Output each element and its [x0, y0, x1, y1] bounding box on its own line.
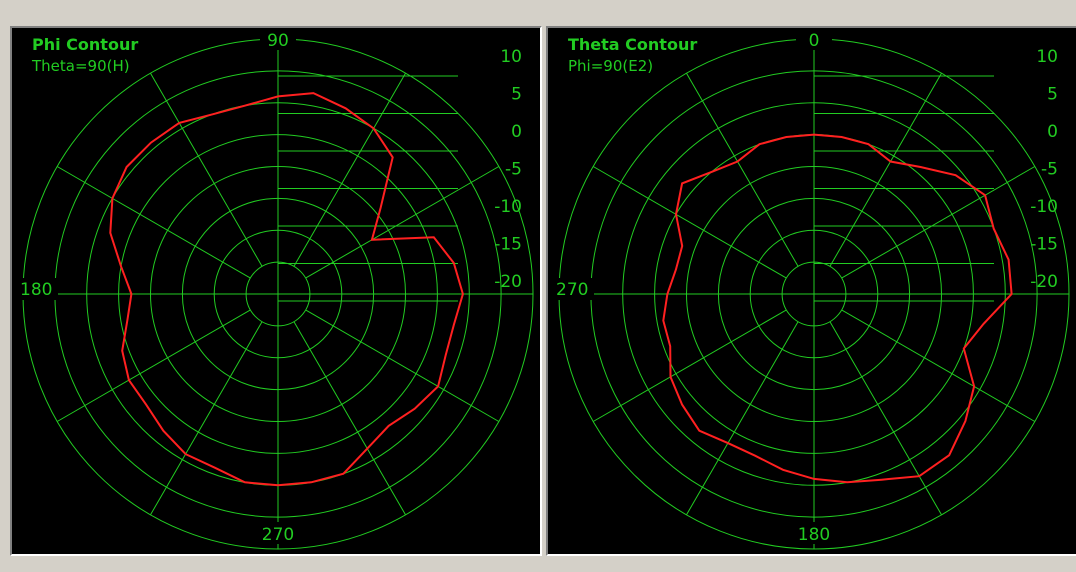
label-bg: [260, 28, 296, 50]
grid-spoke: [56, 166, 251, 279]
grid-spoke: [150, 72, 263, 267]
pattern-line: [109, 92, 464, 487]
grid-spoke: [305, 166, 500, 279]
chart-title: Phi Contour: [32, 35, 138, 54]
scale-tick-label: -5: [1041, 160, 1058, 180]
angle-label-bottom: 270: [262, 525, 294, 545]
grid-spoke: [150, 321, 263, 516]
label-bg: [258, 522, 298, 544]
scale-tick-label: -10: [1030, 197, 1058, 217]
grid-spoke: [592, 166, 787, 279]
label-bg: [796, 28, 832, 50]
scale-tick-label: -15: [1030, 235, 1058, 255]
angle-label-bottom: 180: [798, 525, 830, 545]
grid-spoke: [829, 321, 942, 516]
label-bg: [554, 278, 594, 300]
grid-spoke: [56, 309, 251, 422]
scale-tick-label: 10: [1036, 47, 1058, 67]
scale-tick-label: 5: [511, 85, 522, 105]
scale-tick-label: -5: [505, 160, 522, 180]
scale-tick-label: -15: [494, 235, 522, 255]
grid-spoke: [841, 309, 1036, 422]
angle-label-top: 0: [809, 31, 820, 51]
grid-spoke: [293, 72, 406, 267]
label-bg: [794, 522, 834, 544]
theta-contour-chart: 10 5 0 -5 -10 -15 -20 0 270 180 Theta Contour Phi=9…: [554, 28, 1070, 550]
chart-title: Theta Contour: [568, 35, 697, 54]
pattern-line: [662, 133, 1013, 484]
scale-tick-label: -20: [494, 272, 522, 292]
grid-spoke: [686, 321, 799, 516]
scale-tick-label: 0: [511, 122, 522, 142]
scale-tick-label: -10: [494, 197, 522, 217]
phi-contour-panel: 10 5 0 -5 -10 -15 -20 90 180 270 Phi Contour Theta=…: [10, 26, 542, 556]
angle-label-left: 270: [556, 280, 588, 300]
chart-subtitle: Theta=90(H): [31, 57, 130, 75]
chart-subtitle: Phi=90(E2): [568, 57, 653, 75]
angle-label-top: 90: [267, 31, 289, 51]
grid-spoke: [841, 166, 1036, 279]
scale-tick-label: -20: [1030, 272, 1058, 292]
grid-spoke: [592, 309, 787, 422]
grid-spoke: [305, 309, 500, 422]
phi-contour-chart: 10 5 0 -5 -10 -15 -20 90 180 270 Phi Contour Theta=…: [18, 28, 534, 550]
grid-spoke: [293, 321, 406, 516]
grid-spoke: [829, 72, 942, 267]
scale-tick-label: 0: [1047, 122, 1058, 142]
label-bg: [18, 278, 58, 300]
theta-contour-panel: 10 5 0 -5 -10 -15 -20 0 270 180 Theta Contour Phi=9…: [546, 26, 1076, 556]
angle-label-left: 180: [20, 280, 52, 300]
scale-tick-label: 5: [1047, 85, 1058, 105]
grid-spoke: [686, 72, 799, 267]
scale-tick-label: 10: [500, 47, 522, 67]
